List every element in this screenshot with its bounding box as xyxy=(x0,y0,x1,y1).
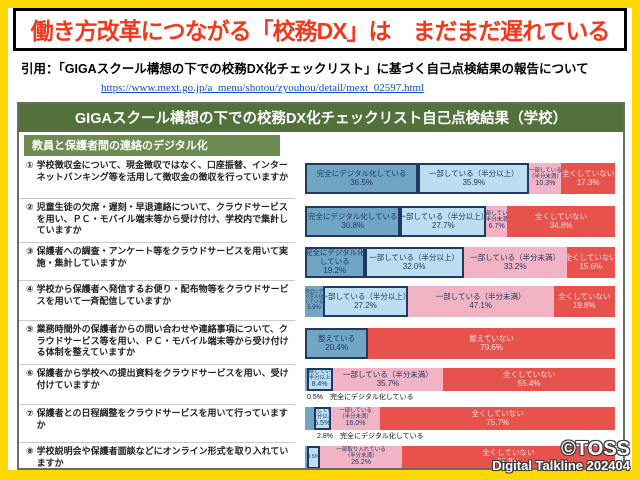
bar-segment: 一部している（半分以上） 35.9% xyxy=(418,162,530,194)
question-text: 学校徴収金について、現金徴収ではなく、口座振替、インターネットバンキング等を活用… xyxy=(36,160,289,182)
question-number: ⑧ xyxy=(26,446,34,456)
bar-segment: 一部している（半分以上） 27.2% xyxy=(323,285,408,317)
stacked-bar: 完全にデジタル化している 36.5% 一部している（半分以上） 35.9% 一部している… xyxy=(305,162,615,194)
bar-segment: 一部している（半分未満） 35.7% xyxy=(332,368,444,391)
stacked-bar: 完全にデジタル化している30.8%一部している（半分以上）27.7%一部している… xyxy=(305,205,615,237)
question-number: ⑦ xyxy=(26,408,34,418)
bar-segment xyxy=(305,407,314,430)
question: ③ 保護者への調査・アンケート等をクラウドサービスを用いて実施・集計していますか xyxy=(19,243,295,281)
bar-chart: 完全にデジタル化している 36.5% 一部している（半分以上） 35.9% 一部している… xyxy=(295,157,623,199)
checklist-row: ⑧ 学校説明会や保護者面談などにオンライン形式を取り入れていますか 0.5% 一部取り… xyxy=(19,443,623,468)
citation-text: 引用：「GIGAスクール構想の下での校務DX化チェックリスト」に基づく自己点検結… xyxy=(21,62,589,76)
source-url-link[interactable]: https://www.mext.go.jp/a_menu/shotou/zyo… xyxy=(101,82,425,94)
question: ⑥ 保護者から学校への提出資料をクラウドサービスを用い、受け付けていますか xyxy=(19,365,295,405)
stacked-bar: 完全にデジタル化 している 19.2% 一部している（半分以上） 32.0% 一部している… xyxy=(305,246,615,278)
bar-segment: 完全にデジタル化している 30.8% xyxy=(305,205,401,237)
bar-chart: 完全にデジタル化している30.8%一部している（半分以上）27.7%一部している… xyxy=(295,199,623,243)
question-number: ④ xyxy=(26,284,34,294)
question-text: 保護者から学校への提出資料をクラウドサービスを用い、受け付けていますか xyxy=(36,368,289,390)
bar-segment: 完全にデジタル化 している 19.2% xyxy=(305,246,365,278)
bar-segment: 完全にデジタル化している 36.5% xyxy=(305,162,419,194)
question: ① 学校徴収金について、現金徴収ではなく、口座振替、インターネットバンキング等を活… xyxy=(19,157,295,199)
checklist-row: ③ 保護者への調査・アンケート等をクラウドサービスを用いて実施・集計していますか完… xyxy=(19,243,623,281)
bar-segment: 一部している（半分以上）5.5% xyxy=(313,407,331,430)
bar-segment: 一部している （半分未満） 10.3% xyxy=(529,162,562,194)
checklist-row: ⑥保護者から学校への提出資料をクラウドサービスを用い、受け付けていますか一部して… xyxy=(19,365,623,405)
bar-segment: 全くしていない 17.3% xyxy=(561,162,615,194)
question-number: ① xyxy=(26,160,34,170)
bar-annotation: 2.8% 完全にデジタル化している xyxy=(317,433,424,440)
bar-segment: 一部している（半分以上） 32.0% xyxy=(364,246,464,278)
question: ⑧ 学校説明会や保護者面談などにオンライン形式を取り入れていますか xyxy=(19,443,295,468)
question-text: 業務時間外の保護者からの問い合わせや連絡事項について、クラウドサービス等を用い、… xyxy=(36,324,289,358)
bar-segment: 一部している（半分未満）6.7% xyxy=(486,205,508,237)
bar-segment: 全くしていない 68.8% xyxy=(401,446,615,468)
bar-segment: 一部している （半分未満） 16.0% xyxy=(330,407,381,430)
bar-chart: 整えている 20.4% 整えていない 79.6% xyxy=(295,321,623,365)
bar-chart: 完全にデジタル化 している 19.2% 一部している（半分以上） 32.0% 一部している… xyxy=(295,243,623,281)
checklist-row: ① 学校徴収金について、現金徴収ではなく、口座振替、インターネットバンキング等を活… xyxy=(19,157,623,199)
question: ② 児童生徒の欠席・遅刻・早退連絡について、クラウドサービスを用い、ＰＣ・モバイル… xyxy=(19,199,295,243)
source-url-line: https://www.mext.go.jp/a_menu/shotou/zyo… xyxy=(101,78,627,96)
bar-segment: 一部取り入れている （半分未満） 26.2% xyxy=(320,446,402,468)
bar-segment: 全くしていない 75.7% xyxy=(380,407,615,430)
bar-segment: 一部している（半分未満） 33.2% xyxy=(463,246,567,278)
slide-content: 働き方改革につながる「校務DX」は まだまだ遅れている 引用：「GIGAスクール… xyxy=(8,8,632,470)
bar-segment: 完全にデ ジタル化 している 5.9% xyxy=(305,285,324,317)
stacked-bar: 0.5% 一部取り入れている （半分未満） 26.2% 全くしていない 68.8% xyxy=(305,446,615,468)
question-number: ⑥ xyxy=(26,368,34,378)
checklist-rows: ① 学校徴収金について、現金徴収ではなく、口座振替、インターネットバンキング等を活… xyxy=(19,157,623,468)
page-title: 働き方改革につながる「校務DX」は まだまだ遅れている xyxy=(30,18,611,44)
bar-segment: 整えている 20.4% xyxy=(305,327,369,359)
bar-segment: 整えていない 79.6% xyxy=(368,327,615,359)
stacked-bar: 整えている 20.4% 整えていない 79.6% xyxy=(305,327,615,359)
question-text: 学校から保護者へ発信するお便り・配布物等をクラウドサービスを用いて一斉配信してい… xyxy=(36,284,289,306)
question: ⑦ 保護者との日程調整をクラウドサービスを用いて行っていますか xyxy=(19,405,295,443)
question: ⑤ 業務時間外の保護者からの問い合わせや連絡事項について、クラウドサービス等を用い… xyxy=(19,321,295,365)
bar-annotation: 0.5% 完全にデジタル化している xyxy=(307,394,414,401)
bar-segment: 全くしていない 34.8% xyxy=(507,205,615,237)
checklist-row: ⑤ 業務時間外の保護者からの問い合わせや連絡事項について、クラウドサービス等を用い… xyxy=(19,321,623,365)
panel-header: GIGAスクール構想の下での校務DX化チェックリスト自己点検結果（学校） xyxy=(19,104,623,132)
bar-segment xyxy=(305,446,307,468)
watermark-toss: ©TOSS xyxy=(561,438,630,460)
question-text: 保護者への調査・アンケート等をクラウドサービスを用いて実施・集計していますか xyxy=(36,246,288,268)
watermark: ©TOSS Digital Talkline 202404 xyxy=(492,439,630,472)
question-number: ③ xyxy=(26,246,34,256)
question-number: ⑤ xyxy=(26,324,34,334)
checklist-row: ② 児童生徒の欠席・遅刻・早退連絡について、クラウドサービスを用い、ＰＣ・モバイル… xyxy=(19,199,623,243)
checklist-row: ⑦保護者との日程調整をクラウドサービスを用いて行っていますか一部している（半分以… xyxy=(19,405,623,443)
question-text: 児童生徒の欠席・遅刻・早退連絡について、クラウドサービスを用い、ＰＣ・モバイル端… xyxy=(36,202,289,236)
bar-segment: 0.5% xyxy=(306,446,321,468)
bar-segment: 全くしていない 19.8% xyxy=(553,285,615,317)
bar-chart: 一部している（半分以上）5.5%一部している（半分未満）16.0%全くしていない… xyxy=(295,405,623,443)
question-number: ② xyxy=(26,202,34,212)
bar-segment: 全くしていない 15.6% xyxy=(566,246,615,278)
bar-chart: 完全にデ ジタル化 している 5.9% 一部している（半分以上） 27.2% 一部している（… xyxy=(295,281,623,321)
section-header: 教員と保護者間の連絡のデジタル化 xyxy=(24,135,280,156)
watermark-credit: Digital Talkline 202404 xyxy=(492,458,630,473)
stacked-bar: 完全にデ ジタル化 している 5.9% 一部している（半分以上） 27.2% 一部している（… xyxy=(305,285,615,317)
bar-segment xyxy=(305,368,307,391)
bar-segment: 一部している（半分未満） 47.1% xyxy=(407,285,554,317)
bar-segment: 一部している（半分以上）8.4% xyxy=(306,368,333,391)
question-text: 保護者との日程調整をクラウドサービスを用いて行っていますか xyxy=(36,408,288,430)
stacked-bar: 一部している（半分以上）8.4%一部している（半分未満）35.7%全くしていない… xyxy=(305,368,615,391)
question: ④ 学校から保護者へ発信するお便り・配布物等をクラウドサービスを用いて一斉配信して… xyxy=(19,281,295,321)
bar-chart: 0.5%一部取り入れている（半分未満）26.2%全くしていない68.8%完全にオ… xyxy=(295,443,623,468)
checklist-panel: GIGAスクール構想の下での校務DX化チェックリスト自己点検結果（学校） 教員と… xyxy=(17,102,625,470)
bar-segment: 一部している（半分以上） 27.7% xyxy=(400,205,487,237)
bar-segment: 全くしていない 55.4% xyxy=(443,368,615,391)
checklist-row: ④ 学校から保護者へ発信するお便り・配布物等をクラウドサービスを用いて一斉配信して… xyxy=(19,281,623,321)
question-text: 学校説明会や保護者面談などにオンライン形式を取り入れていますか xyxy=(36,446,289,468)
bar-chart: 一部している（半分以上）8.4%一部している（半分未満）35.7%全くしていない… xyxy=(295,365,623,405)
title-box: 働き方改革につながる「校務DX」は まだまだ遅れている xyxy=(13,8,627,51)
stacked-bar: 一部している（半分以上）5.5%一部している（半分未満）16.0%全くしていない… xyxy=(305,407,615,430)
